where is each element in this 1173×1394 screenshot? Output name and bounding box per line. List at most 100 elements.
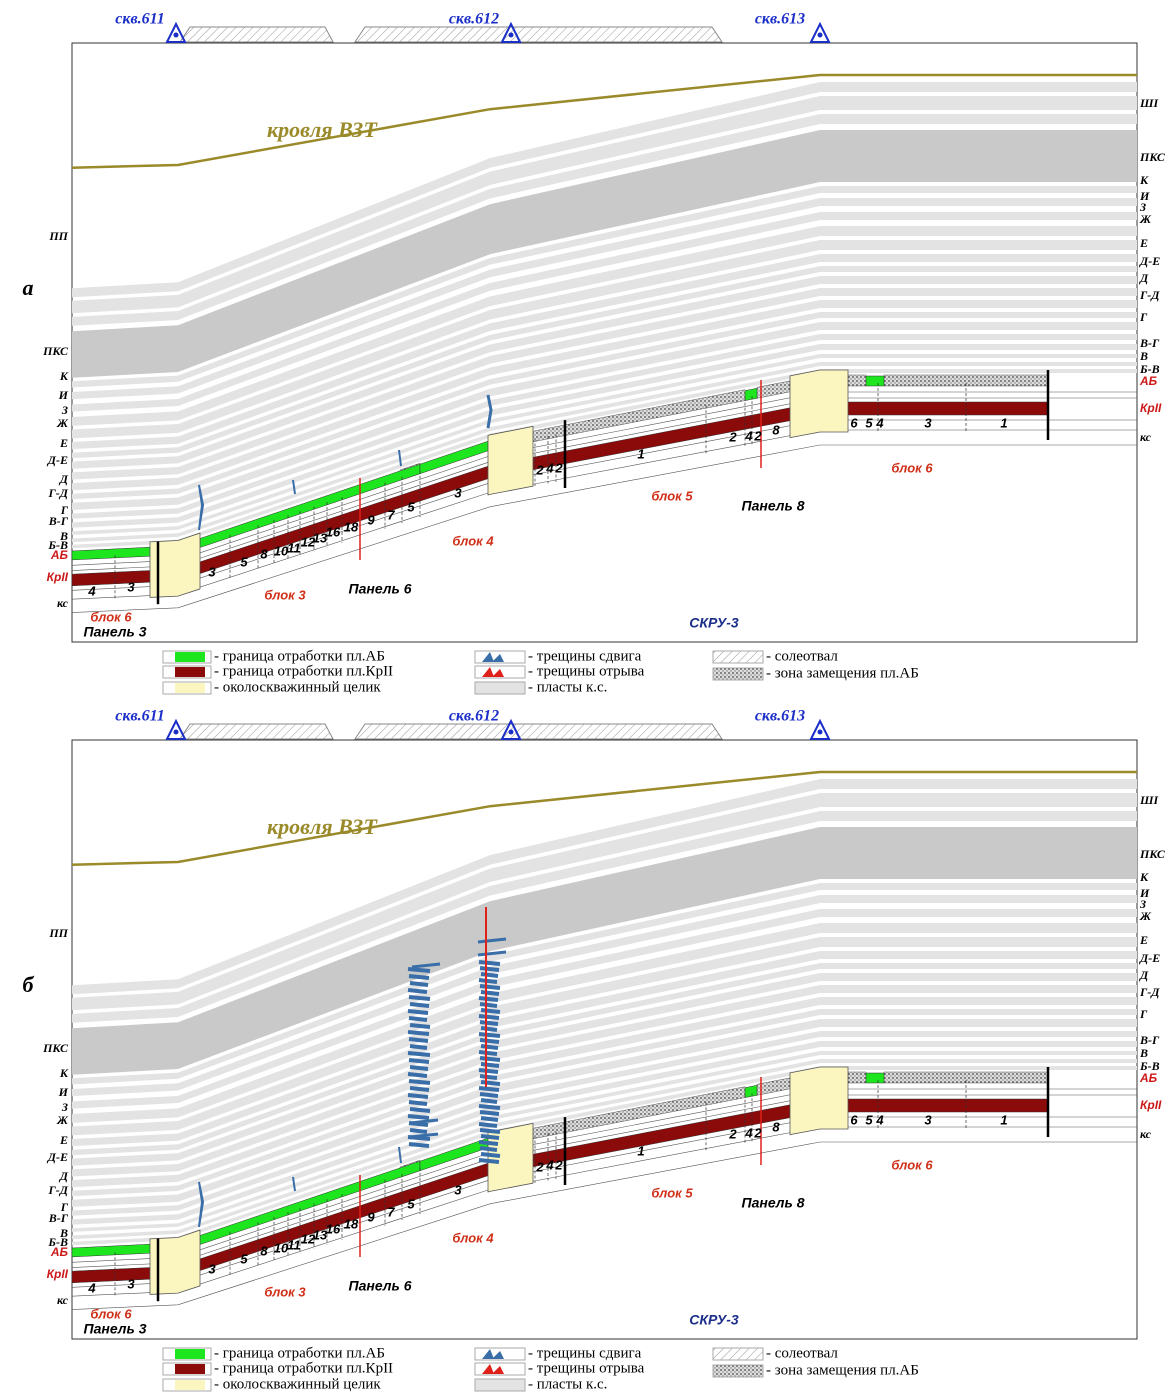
- chamber-number: 4: [875, 415, 884, 430]
- layer-label: Д: [1139, 968, 1149, 982]
- shear-fracture: [479, 1074, 498, 1080]
- layer-label: З: [1139, 200, 1146, 214]
- well-symbol: [809, 21, 831, 43]
- shear-fracture: [479, 1002, 498, 1008]
- shear-fracture: [407, 967, 431, 973]
- shear-fracture: [479, 1146, 498, 1152]
- chamber-number: 8: [772, 1119, 780, 1134]
- salt-dump: [179, 723, 334, 740]
- shear-fracture: [478, 1140, 499, 1146]
- well-label: скв.611: [115, 708, 164, 725]
- shear-fracture: [409, 1065, 429, 1071]
- panel-label: Панель 8: [742, 498, 805, 514]
- well-label: скв.613: [755, 11, 805, 28]
- shear-fracture: [478, 960, 501, 966]
- layer-label: Д: [59, 472, 69, 486]
- block-label: блок 4: [452, 533, 494, 548]
- layer-label: В: [59, 529, 68, 543]
- shear-fracture: [409, 1132, 439, 1139]
- layer-label: Д-Е: [1139, 951, 1160, 965]
- well-symbol: [165, 718, 187, 740]
- layer-label: З: [61, 403, 68, 417]
- panel-label: Панель 3: [84, 1321, 147, 1337]
- chamber-number: 4: [87, 583, 96, 598]
- legend-swatch: [482, 1349, 504, 1359]
- shear-fracture: [478, 1104, 501, 1110]
- layer-label: З: [61, 1100, 68, 1114]
- shear-fracture: [479, 966, 500, 972]
- shear-fracture: [408, 1100, 428, 1106]
- chamber-number: 2: [753, 1125, 762, 1140]
- shear-fracture: [198, 484, 205, 531]
- legend-text: - зона замещения пл.АБ: [766, 665, 919, 681]
- layer-label: Г: [60, 1200, 69, 1214]
- shear-fracture: [407, 988, 428, 994]
- legend-text: - граница отработки пл.АБ: [214, 648, 385, 664]
- layer-label: Г-Д: [48, 1183, 69, 1197]
- layer-label: Ж: [56, 1113, 69, 1127]
- mine-label: СКРУ-3: [689, 1312, 739, 1328]
- shear-fracture: [478, 1068, 499, 1074]
- block-label: блок 3: [264, 1284, 306, 1299]
- legend-swatch: [474, 1378, 526, 1392]
- layer-label: КрII: [47, 1267, 69, 1281]
- legend-text: - пласты к.с.: [528, 679, 607, 695]
- chamber-number: 13: [313, 530, 328, 545]
- layer-label: И: [1139, 189, 1150, 203]
- layer-label: К: [1139, 173, 1149, 187]
- layer-label: Г-Д: [48, 486, 69, 500]
- legend-swatch: [482, 667, 504, 677]
- legend-text: - граница отработки пл.АБ: [214, 1345, 385, 1361]
- shear-fracture: [198, 1181, 205, 1228]
- well-symbol: [809, 718, 831, 740]
- shear-fracture: [407, 1009, 429, 1015]
- shear-fracture: [486, 394, 493, 429]
- layer-label: Е: [1139, 236, 1148, 250]
- chamber-number: 2: [535, 1159, 544, 1174]
- chamber-number: 2: [728, 429, 737, 444]
- chamber-number: 10: [274, 1240, 289, 1255]
- pillar: [487, 425, 534, 496]
- layer-label: ПКС: [1139, 847, 1166, 861]
- shear-fracture: [479, 1038, 500, 1044]
- roof-line: [71, 770, 1137, 866]
- roof-line: [71, 73, 1137, 169]
- legend-swatch: [712, 1347, 764, 1361]
- layer-label: В-Г: [1139, 1033, 1160, 1047]
- chamber-number: 3: [454, 1182, 462, 1197]
- well-dot: [817, 32, 823, 38]
- layer-label: Д-Е: [47, 453, 68, 467]
- chamber-number: 18: [344, 519, 359, 534]
- layer-label: ПКС: [1139, 150, 1166, 164]
- layer-label: В-Г: [48, 514, 69, 528]
- legend-text: - солеотвал: [766, 1345, 838, 1361]
- well-dot: [508, 729, 514, 735]
- chamber-number: 8: [260, 546, 268, 561]
- contour-line: [71, 1141, 1137, 1310]
- shear-fracture: [478, 1122, 498, 1128]
- layer-label: КрII: [1140, 1098, 1162, 1112]
- shear-fracture: [408, 1142, 430, 1148]
- chamber-number: 1: [637, 446, 644, 461]
- shear-fracture: [480, 1134, 500, 1140]
- legend-text: - трещины сдвига: [528, 648, 642, 664]
- shear-fracture: [409, 1086, 430, 1092]
- legend-swatch: [175, 1364, 205, 1374]
- chamber-number: 16: [326, 1221, 341, 1236]
- shear-fracture: [407, 1093, 429, 1099]
- legend-swatch: [712, 650, 764, 664]
- legend-swatch: [712, 1364, 764, 1378]
- layer-label: Г-Д: [1139, 985, 1160, 999]
- shear-fracture: [407, 1072, 428, 1078]
- layer-label: кс: [57, 596, 69, 610]
- chamber-number: 4: [87, 1280, 96, 1295]
- layer-label: В: [1139, 1046, 1148, 1060]
- chamber-number: 3: [208, 564, 216, 579]
- shear-fracture: [480, 972, 499, 978]
- ab-mined: [865, 1072, 885, 1084]
- shear-fracture: [292, 479, 296, 495]
- shear-fracture: [478, 1014, 500, 1020]
- shear-fracture: [409, 1128, 428, 1134]
